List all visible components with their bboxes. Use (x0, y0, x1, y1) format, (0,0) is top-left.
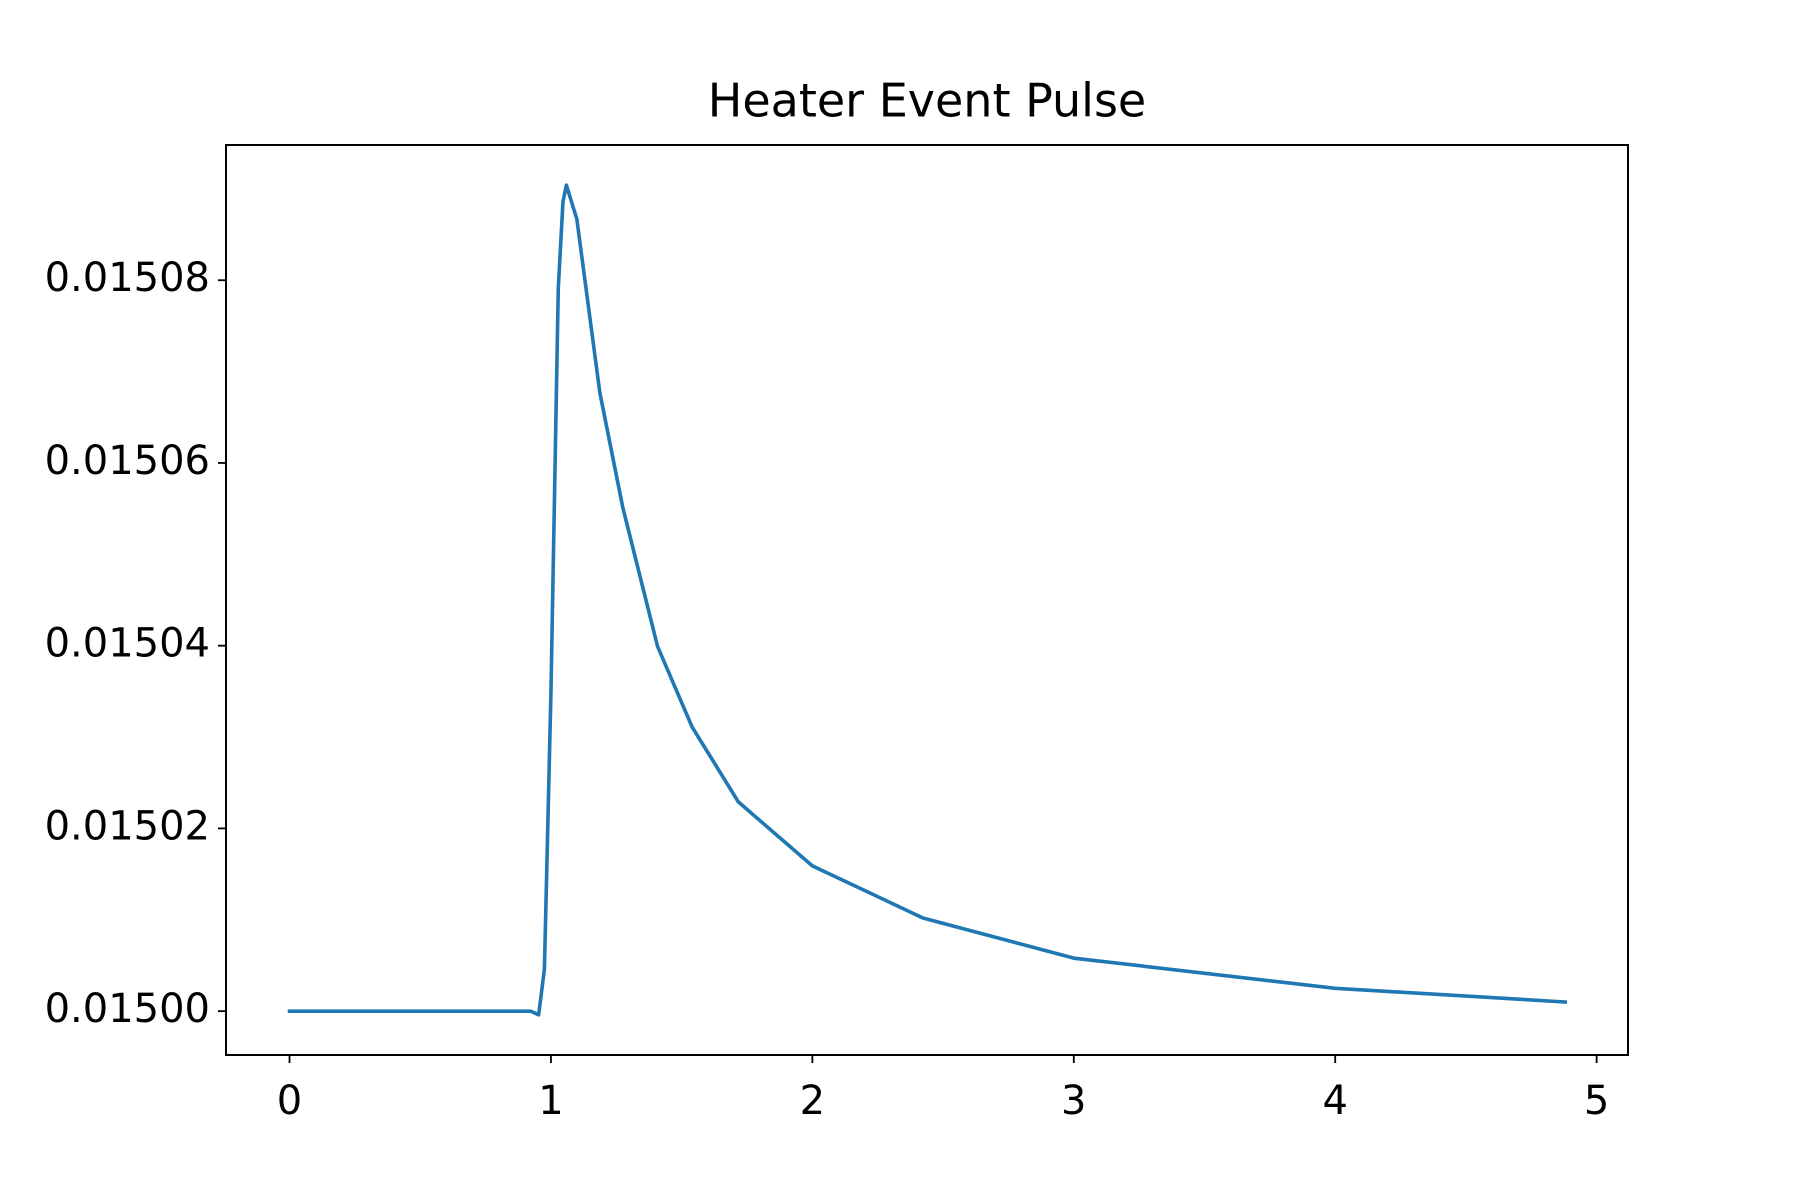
y-tick-label: 0.01504 (45, 621, 210, 667)
y-tick-label: 0.01508 (45, 255, 210, 301)
y-tick-label: 0.01506 (45, 438, 210, 484)
line-series (287, 183, 1568, 1017)
x-tick-label: 5 (1584, 1078, 1609, 1124)
chart-title: Heater Event Pulse (708, 74, 1146, 128)
y-tick-label: 0.01502 (45, 803, 210, 849)
x-tick-label: 4 (1322, 1078, 1347, 1124)
x-tick-label: 3 (1061, 1078, 1086, 1124)
x-tick-label: 2 (800, 1078, 825, 1124)
plot-frame (225, 144, 1629, 1056)
x-tick-label: 1 (538, 1078, 563, 1124)
y-tick-label: 0.01500 (45, 986, 210, 1032)
x-tick-label: 0 (277, 1078, 302, 1124)
